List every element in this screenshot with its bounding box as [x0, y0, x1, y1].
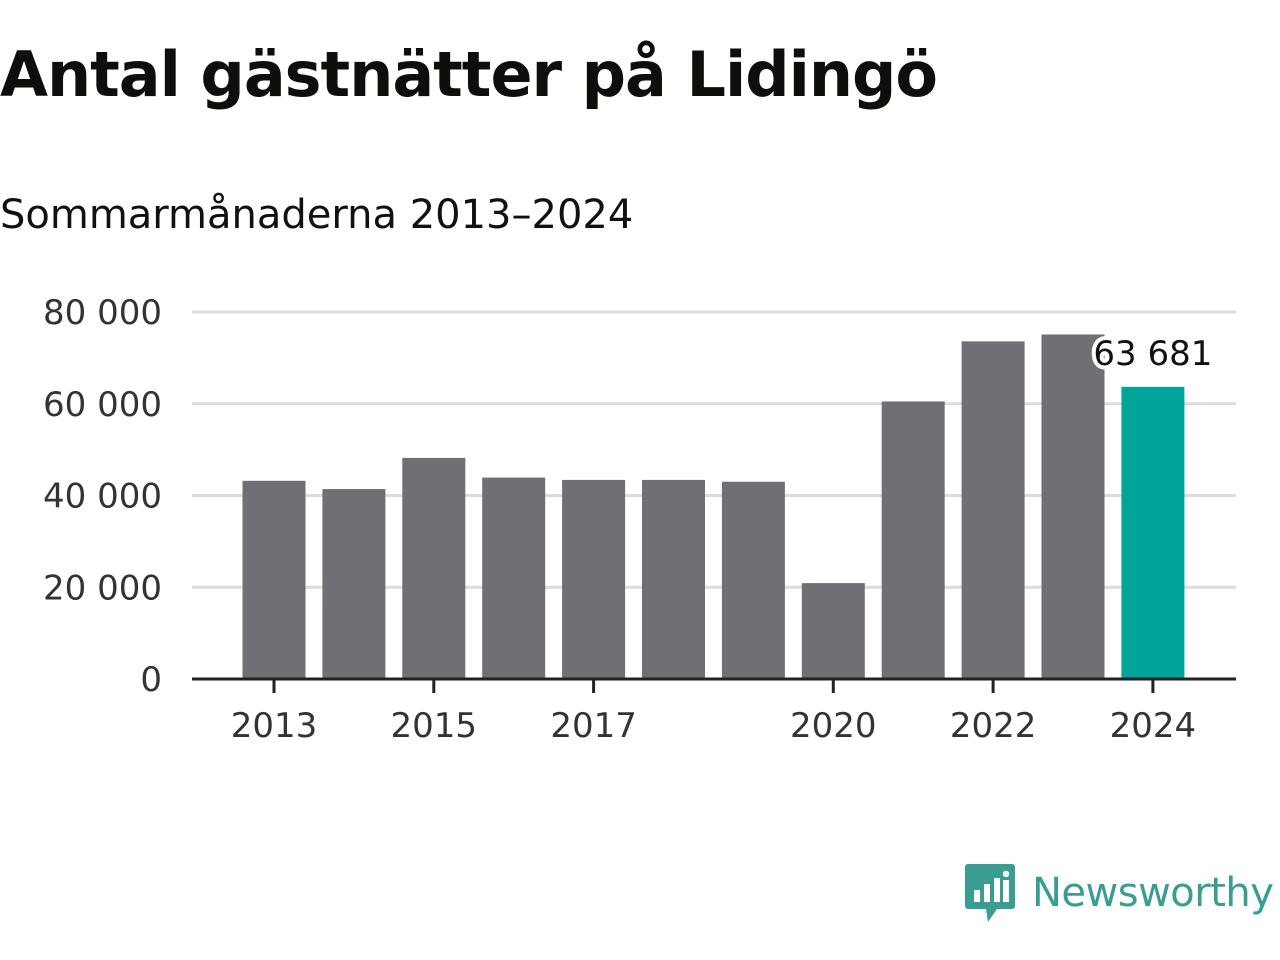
x-tick-label: 2024	[1110, 706, 1197, 746]
bar-2020	[801, 583, 865, 679]
x-tick-label: 2013	[231, 706, 318, 746]
y-tick-label: 0	[140, 660, 162, 700]
bar-2018	[642, 479, 705, 679]
y-tick-label: 60 000	[43, 385, 162, 425]
bar-2019	[721, 481, 785, 679]
x-tick-label: 2020	[790, 706, 877, 746]
y-axis-labels: 0 20 000 40 000 60 000 80 000	[43, 293, 162, 700]
y-tick-label: 80 000	[43, 293, 162, 333]
bar-2023	[1041, 334, 1105, 679]
x-axis-labels: 2013 2015 2017 2020 2022 2024	[231, 706, 1196, 746]
x-tick-label: 2017	[550, 706, 637, 746]
x-tick-label: 2015	[391, 706, 478, 746]
bar-2013	[242, 480, 306, 679]
x-tick-label: 2022	[950, 706, 1037, 746]
bar-2024	[1121, 386, 1185, 679]
x-axis	[192, 677, 1236, 693]
chart-title: Antal gästnätter på Lidingö	[0, 38, 938, 111]
bar-chart-speech-bubble-icon	[965, 864, 1015, 922]
bar-2016	[482, 477, 546, 679]
y-tick-label: 20 000	[43, 568, 162, 608]
bar-2014	[322, 489, 386, 679]
bar-2017	[562, 479, 626, 679]
bar-2015	[402, 457, 466, 679]
bar-2022	[961, 341, 1025, 679]
y-tick-label: 40 000	[43, 477, 162, 517]
bar-2021	[881, 401, 945, 679]
data-labels: 63 681	[1089, 330, 1216, 378]
chart-subtitle: Sommarmånaderna 2013–2024	[0, 192, 634, 238]
newsworthy-logo: Newsworthy	[964, 862, 1274, 924]
brand-name: Newsworthy	[1032, 870, 1274, 916]
data-label-2024: 63 681	[1093, 334, 1212, 374]
bars	[242, 334, 1185, 679]
